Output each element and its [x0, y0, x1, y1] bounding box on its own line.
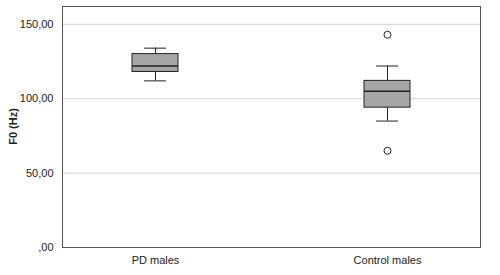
- svg-text:100,00: 100,00: [20, 92, 54, 104]
- svg-text:50,00: 50,00: [26, 167, 54, 179]
- svg-text:F0 (Hz): F0 (Hz): [7, 108, 19, 145]
- svg-text:,00: ,00: [38, 241, 53, 253]
- svg-text:Control males: Control males: [354, 254, 422, 266]
- svg-text:PD males: PD males: [132, 254, 180, 266]
- svg-text:150,00: 150,00: [20, 18, 54, 30]
